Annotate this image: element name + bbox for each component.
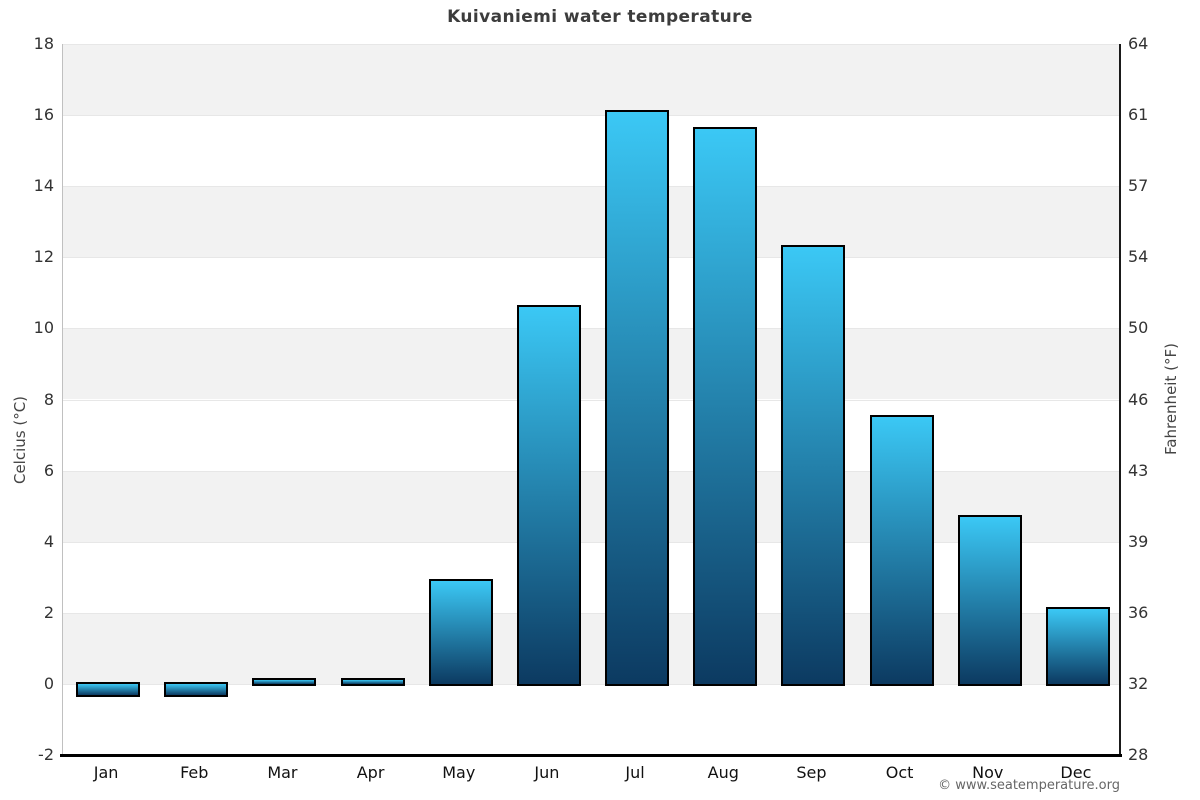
x-tick-label-jan: Jan — [93, 763, 119, 782]
y-tick-label-fahrenheit: 61 — [1128, 105, 1149, 125]
x-tick-label-dec: Dec — [1060, 763, 1092, 782]
gridline — [62, 186, 1120, 188]
y-tick-label-celsius: 4 — [43, 531, 54, 551]
bar-jan[interactable] — [76, 681, 141, 697]
x-tick-label-feb: Feb — [180, 763, 209, 782]
y-tick-label-celsius: 10 — [33, 318, 54, 338]
gridline — [62, 612, 1120, 614]
y-tick-label-celsius: 18 — [33, 34, 54, 53]
bar-aug[interactable] — [693, 127, 758, 686]
x-tick-label-mar: Mar — [267, 763, 298, 782]
gridline — [62, 115, 1120, 117]
y-tick-label-fahrenheit: 57 — [1128, 176, 1149, 196]
x-tick-label-apr: Apr — [356, 763, 385, 782]
y-tick-label-celsius: -2 — [38, 745, 54, 764]
plot-band — [62, 186, 1120, 258]
x-axis-line — [60, 754, 1122, 757]
plot-area — [62, 44, 1120, 756]
x-tick-label-sep: Sep — [796, 763, 827, 782]
bar-feb[interactable] — [164, 681, 229, 697]
plot-band — [62, 470, 1120, 542]
y-tick-label-fahrenheit: 36 — [1128, 602, 1149, 622]
bar-dec[interactable] — [1045, 607, 1110, 686]
x-tick-label-jul: Jul — [625, 763, 645, 782]
gridline — [62, 470, 1120, 472]
y-tick-label-celsius: 2 — [43, 602, 54, 622]
plot-band — [62, 328, 1120, 400]
x-tick-label-nov: Nov — [972, 763, 1004, 782]
gridline — [62, 257, 1120, 259]
y-tick-label-celsius: 14 — [33, 176, 54, 196]
bar-oct[interactable] — [869, 415, 934, 686]
bar-may[interactable] — [428, 578, 493, 686]
y-axis-title-fahrenheit: Fahrenheit (°F) — [1162, 342, 1180, 455]
gridline — [62, 328, 1120, 330]
y-tick-label-fahrenheit: 39 — [1128, 531, 1149, 551]
plot-band — [62, 612, 1120, 684]
x-tick-label-may: May — [442, 763, 476, 782]
y-tick-label-fahrenheit: 64 — [1128, 34, 1149, 53]
y-tick-label-fahrenheit: 54 — [1128, 247, 1149, 267]
y-axis-line-right — [1119, 44, 1121, 755]
gridline — [62, 399, 1120, 401]
bar-nov[interactable] — [957, 514, 1022, 686]
gridline — [62, 541, 1120, 543]
gridline — [62, 683, 1120, 685]
bar-jul[interactable] — [605, 109, 670, 686]
copyright-attribution: © www.seatemperature.org — [938, 778, 1120, 793]
x-tick-label-oct: Oct — [885, 763, 914, 782]
y-axis-line-left — [62, 44, 63, 755]
y-tick-label-fahrenheit: 50 — [1128, 318, 1149, 338]
y-tick-label-celsius: 8 — [43, 389, 54, 409]
bar-jun[interactable] — [516, 305, 581, 686]
y-tick-label-celsius: 0 — [43, 673, 54, 693]
chart-title: Kuivaniemi water temperature — [447, 7, 753, 27]
plot-band — [62, 44, 1120, 116]
y-tick-label-fahrenheit: 32 — [1128, 673, 1149, 693]
y-tick-label-celsius: 12 — [33, 247, 54, 267]
x-tick-label-jun: Jun — [534, 763, 560, 782]
y-tick-label-fahrenheit: 43 — [1128, 460, 1149, 480]
y-tick-label-celsius: 6 — [43, 460, 54, 480]
y-tick-label-celsius: 16 — [33, 105, 54, 125]
y-tick-label-fahrenheit: 28 — [1128, 745, 1149, 764]
bar-sep[interactable] — [781, 244, 846, 686]
bar-apr[interactable] — [340, 678, 405, 686]
x-tick-label-aug: Aug — [707, 763, 739, 782]
bar-mar[interactable] — [252, 678, 317, 686]
gridline — [62, 44, 1120, 45]
y-tick-label-fahrenheit: 46 — [1128, 389, 1149, 409]
